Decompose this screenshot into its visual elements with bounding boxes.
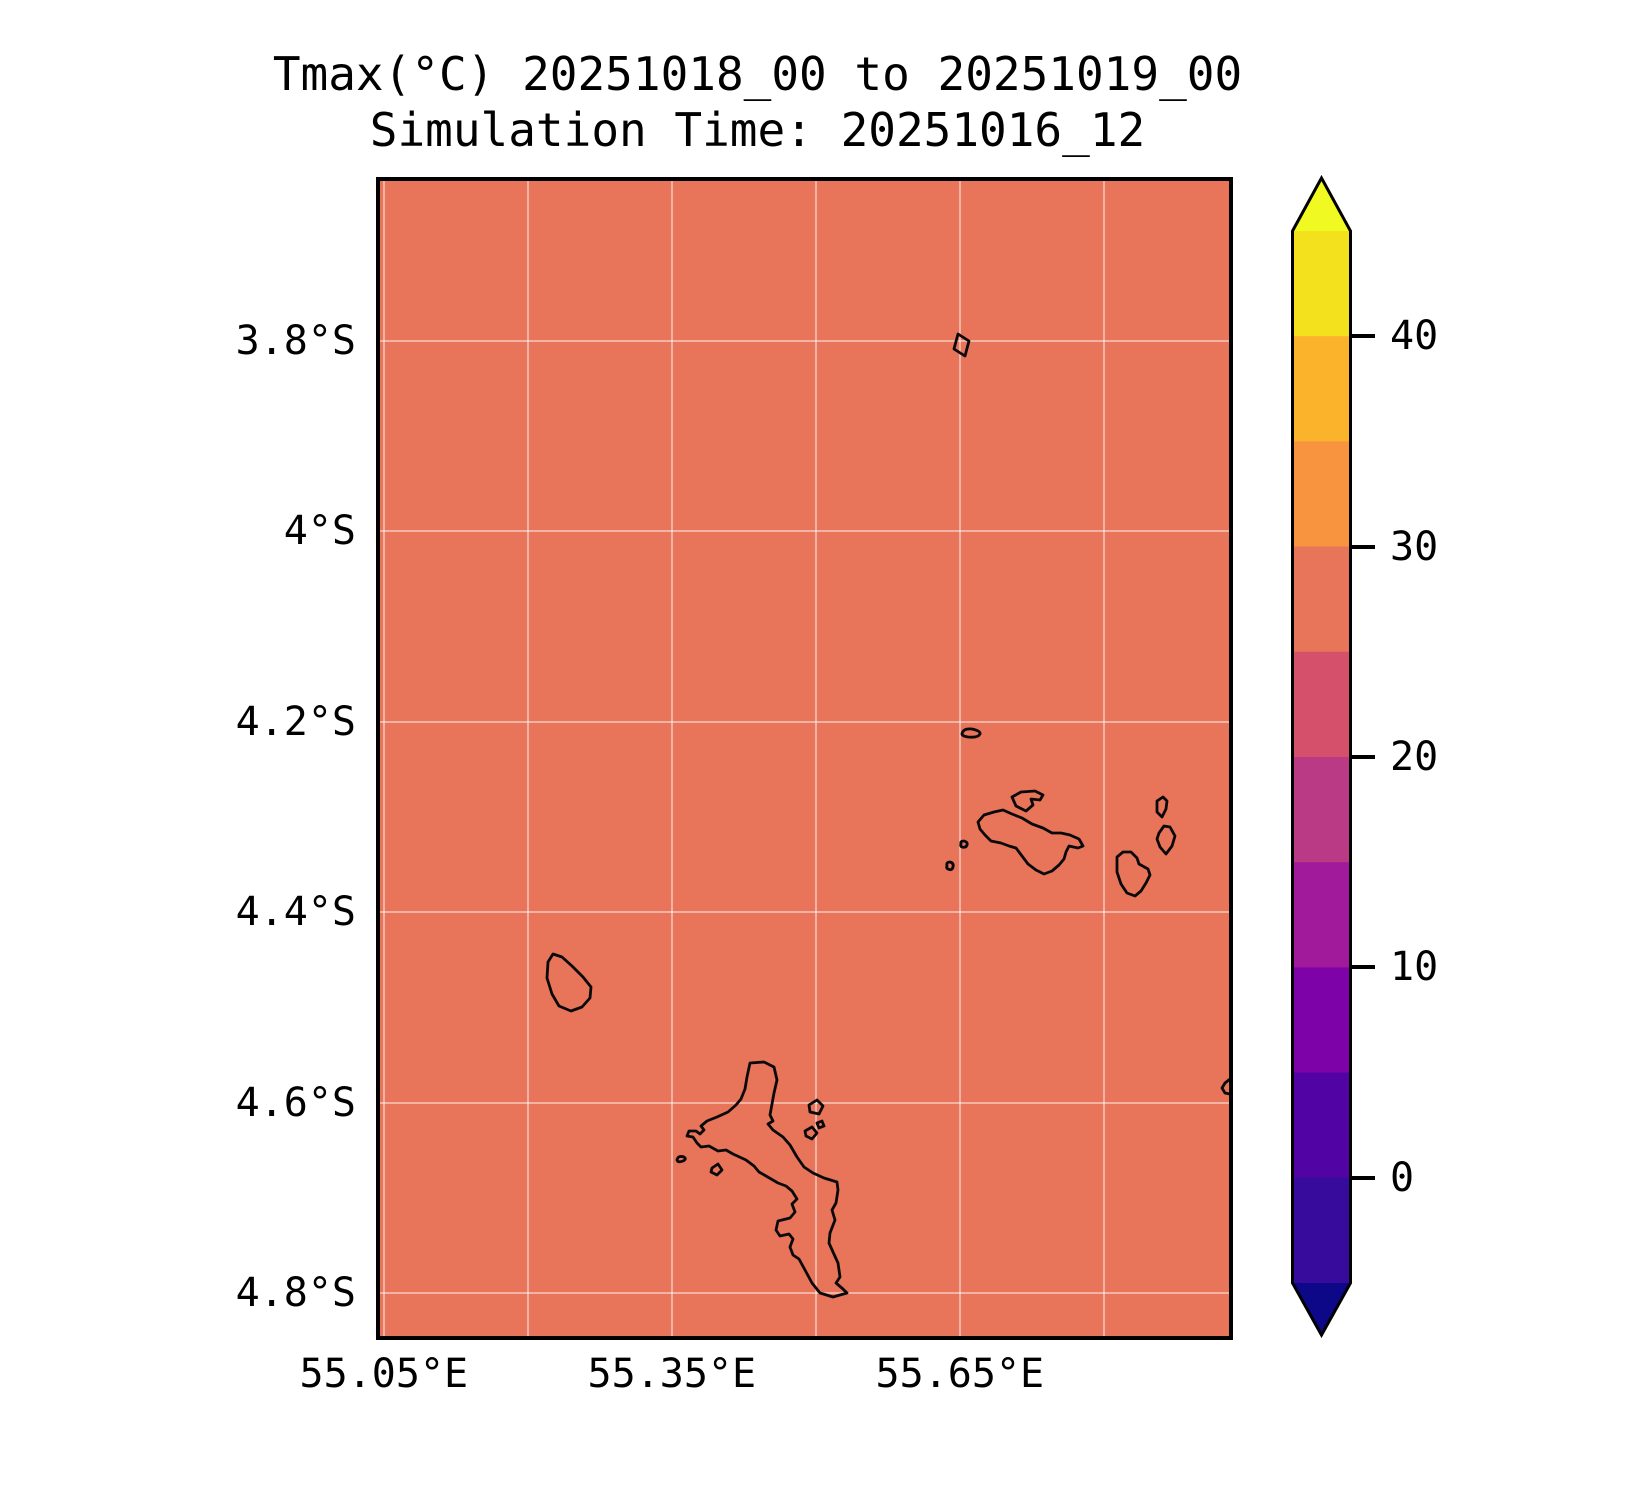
x-tick-label: 55.65°E [875, 1351, 1045, 1397]
colorbar-tick-mark [1352, 334, 1375, 339]
y-tick-label: 4.8°S [235, 1269, 356, 1316]
colorbar-tick-mark [1352, 544, 1375, 549]
colorbar-band [1292, 231, 1351, 337]
colorbar-band [1292, 336, 1351, 442]
colorbar-tick-mark [1352, 965, 1375, 970]
gridline-meridian [814, 181, 817, 1336]
islet-mahe-west-1-coastline [675, 1155, 687, 1164]
chart-title-block: Tmax(°C) 20251018_00 to 20251019_00 Simu… [0, 46, 1515, 158]
island-felicite-coastline [1155, 824, 1177, 856]
x-tick-label: 55.05°E [299, 1351, 469, 1397]
island-curieuse-coastline [1010, 789, 1045, 813]
colorbar-band [1292, 862, 1351, 968]
gridline-parallel [380, 1101, 1229, 1104]
gridline-parallel [380, 339, 1229, 342]
gridline-meridian [1102, 181, 1105, 1336]
colorbar-outline [1291, 174, 1352, 1339]
y-tick-label: 3.8°S [235, 317, 356, 364]
colorbar-tick-label: 30 [1390, 523, 1439, 570]
colorbar-band [1292, 1072, 1351, 1179]
gridline-parallel [380, 530, 1229, 533]
island-mahe-coastline [685, 1060, 849, 1299]
islet-ste-anne-2-coastline [803, 1125, 819, 1141]
colorbar-tick-label: 10 [1390, 944, 1439, 991]
islet-ste-anne-3-coastline [815, 1119, 826, 1130]
y-tick-label: 4.4°S [235, 889, 356, 936]
island-la-digue-coastline [1115, 850, 1152, 898]
island-denis-coastline [952, 332, 971, 358]
islet-praslin-west-2-coastline [945, 860, 955, 872]
coastlines-layer [545, 332, 1229, 1299]
gridline-parallel [380, 720, 1229, 723]
colorbar-band [1292, 651, 1351, 758]
gridline-parallel [380, 911, 1229, 914]
colorbar-over-arrow [1292, 178, 1351, 231]
temperature-field-fill [380, 181, 1229, 1336]
colorbar-band [1292, 757, 1351, 863]
colorbar-tick-mark [1352, 1175, 1375, 1180]
gridline-parallel [380, 1291, 1229, 1294]
island-praslin-coastline [976, 808, 1085, 876]
chart-subtitle: Simulation Time: 20251016_12 [369, 103, 1146, 157]
y-tick-label: 4°S [283, 508, 356, 555]
colorbar-tick-label: 20 [1390, 734, 1439, 780]
colorbar [1291, 174, 1352, 1339]
map-axes [376, 177, 1233, 1340]
y-tick-label: 4.6°S [235, 1079, 356, 1126]
colorbar-tick-label: 0 [1390, 1154, 1415, 1201]
gridline-meridian [958, 181, 961, 1336]
colorbar-tick-label: 40 [1390, 313, 1439, 360]
island-silhouette-coastline [545, 952, 593, 1013]
island-fregate-edge-coastline [1220, 1078, 1229, 1096]
gridline-meridian [670, 181, 673, 1336]
colorbar-under-arrow [1292, 1283, 1351, 1335]
colorbar-band [1292, 546, 1351, 653]
gridline-meridian [382, 181, 385, 1336]
x-tick-label: 55.35°E [587, 1351, 757, 1397]
islet-sisters-coastline [1155, 795, 1169, 819]
gridline-meridian [526, 181, 529, 1336]
islet-mahe-west-2-coastline [709, 1162, 724, 1177]
islet-praslin-west-1-coastline [959, 839, 969, 849]
y-tick-label: 4.2°S [235, 698, 356, 745]
colorbar-band [1292, 441, 1351, 548]
colorbar-tick-mark [1352, 755, 1375, 759]
colorbar-band [1292, 967, 1351, 1074]
colorbar-band [1292, 1177, 1351, 1284]
islet-ste-anne-1-coastline [807, 1098, 825, 1116]
chart-title: Tmax(°C) 20251018_00 to 20251019_00 [272, 47, 1243, 101]
island-aride-coastline [960, 727, 982, 739]
